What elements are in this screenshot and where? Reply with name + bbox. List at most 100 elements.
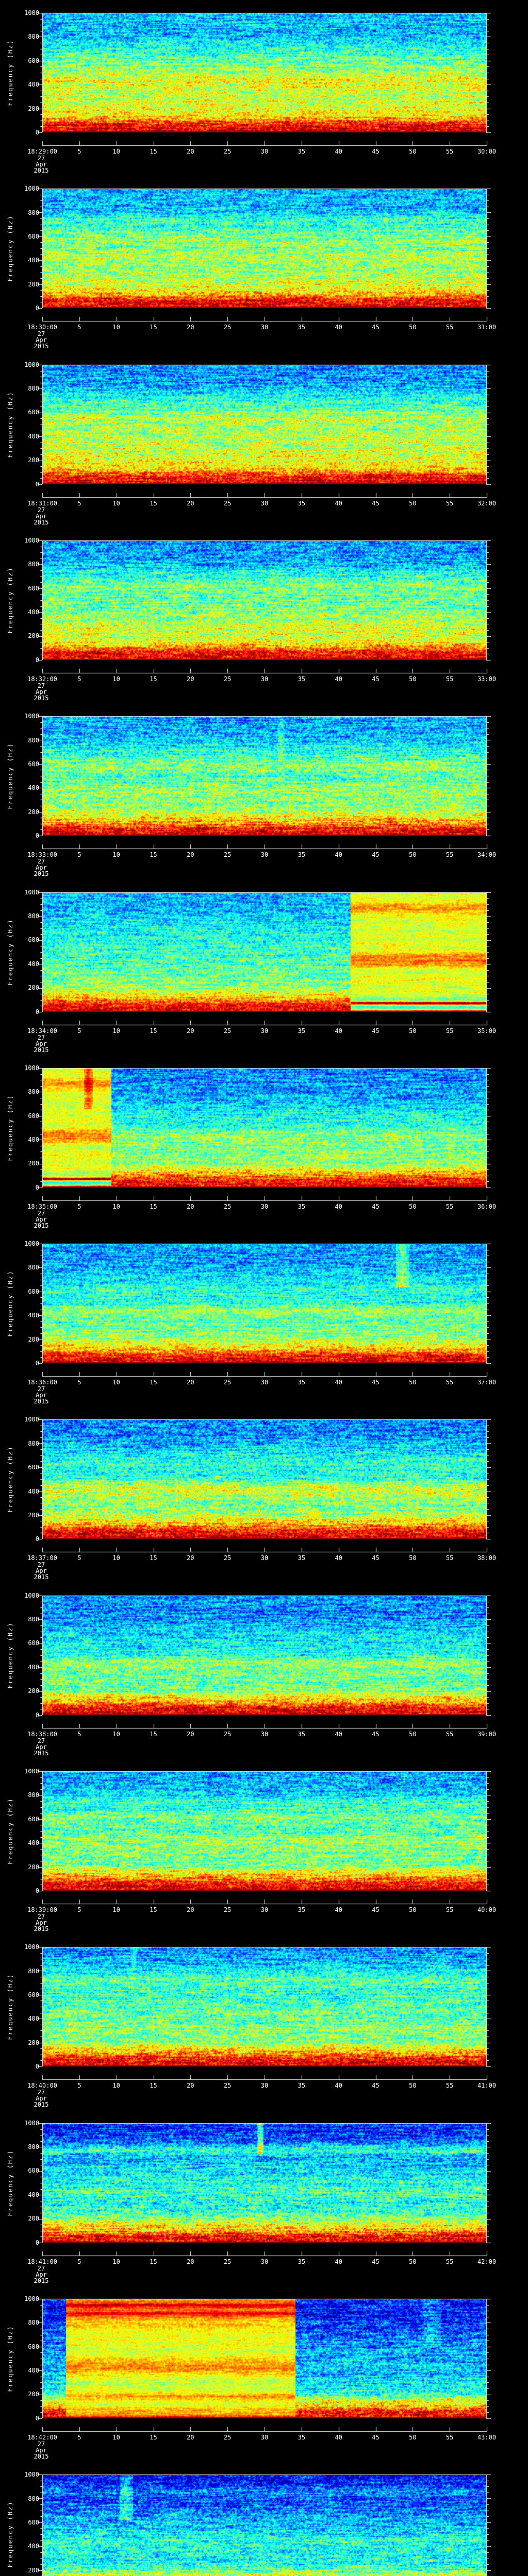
x-start-time-label: 18:29:00 (27, 148, 57, 155)
y-tick-label: 1000 (24, 361, 39, 368)
x-tick-label: 20 (187, 1730, 194, 1738)
x-tick-label: 10 (112, 2258, 120, 2265)
y-tick-label: 200 (28, 1335, 39, 1343)
x-tick-label: 45 (372, 1027, 380, 1035)
x-end-time-label: 37:00 (477, 1379, 497, 1386)
y-axis-title: Frequency (Hz) (7, 39, 14, 106)
date-line: 2015 (34, 1925, 49, 1933)
x-tick-label: 25 (223, 1906, 232, 1913)
y-tick-label: 200 (28, 1863, 39, 1871)
x-tick-label: 25 (223, 2082, 232, 2090)
y-tick-label: 600 (28, 1815, 39, 1823)
date-line: Apr (36, 2095, 47, 2103)
y-tick-label: 800 (28, 384, 39, 392)
x-tick-label: 15 (150, 851, 157, 859)
x-tick-label: 55 (446, 1027, 454, 1035)
x-tick-label: 15 (150, 148, 157, 155)
y-axis-title: Frequency (Hz) (7, 1798, 14, 1865)
y-tick-label: 400 (28, 784, 39, 792)
date-line: 2015 (34, 2101, 49, 2109)
x-tick-label: 25 (223, 324, 232, 331)
y-tick-label: 400 (28, 1136, 39, 1143)
y-tick-label: 200 (28, 2215, 39, 2223)
y-tick-label: 200 (28, 808, 39, 816)
x-tick-label: 45 (372, 499, 380, 507)
x-end-time-label: 34:00 (477, 851, 497, 859)
y-tick-label: 400 (28, 1487, 39, 1495)
y-tick-label: 1000 (24, 9, 39, 16)
y-tick-label: 1000 (24, 2295, 39, 2302)
spectrogram-panel: Frequency (Hz) 0 200 400 600 800 1000 18:29:0… (0, 0, 528, 176)
y-tick-label: 1000 (24, 888, 39, 896)
y-tick-label: 0 (35, 832, 39, 840)
x-tick-label: 50 (409, 148, 417, 155)
x-tick-label: 50 (409, 1027, 417, 1035)
y-tick-label: 0 (35, 1887, 39, 1894)
y-axis-title: Frequency (Hz) (7, 391, 14, 458)
date-line: 27 (37, 2440, 45, 2448)
y-tick-label: 400 (28, 608, 39, 616)
x-tick-label: 55 (446, 2433, 454, 2441)
date-line: 27 (37, 330, 45, 338)
x-tick-label: 40 (335, 2082, 342, 2090)
x-tick-label: 5 (77, 2433, 81, 2441)
date-line: Apr (36, 1567, 47, 1575)
date-line: 27 (37, 1737, 45, 1744)
y-tick-label: 200 (28, 632, 39, 640)
y-tick-label: 800 (28, 1616, 39, 1623)
spectrogram-canvas (0, 2110, 528, 2286)
x-tick-label: 10 (112, 1202, 120, 1210)
date-line: 27 (37, 1209, 45, 1217)
date-line: 27 (37, 2089, 45, 2096)
spectrogram-canvas (0, 351, 528, 528)
x-tick-label: 15 (150, 1202, 157, 1210)
spectrogram-panel: Frequency (Hz) 0 200 400 600 800 1000 18:35:0… (0, 1055, 528, 1231)
x-tick-label: 35 (298, 1027, 306, 1035)
x-tick-label: 50 (409, 499, 417, 507)
x-tick-label: 20 (187, 499, 194, 507)
x-tick-label: 25 (223, 675, 232, 683)
y-tick-label: 1000 (24, 1591, 39, 1599)
date-line: Apr (36, 336, 47, 344)
date-line: 2015 (34, 2277, 49, 2284)
date-line: 27 (37, 506, 45, 514)
spectrogram-panel: Frequency (Hz) 0 200 400 600 800 1000 18:36:0… (0, 1231, 528, 1407)
y-tick-label: 1000 (24, 1240, 39, 1248)
y-tick-label: 800 (28, 1264, 39, 1272)
date-line: 27 (37, 155, 45, 162)
date-line: 2015 (34, 343, 49, 350)
x-tick-label: 20 (187, 148, 194, 155)
date-line: 2015 (34, 694, 49, 702)
x-tick-label: 35 (298, 675, 306, 683)
date-line: 2015 (34, 518, 49, 526)
y-tick-label: 600 (28, 1464, 39, 1471)
y-tick-label: 1000 (24, 536, 39, 544)
spectrogram-panel: Frequency (Hz) 0 200 400 600 800 1000 18:37:0… (0, 1406, 528, 1583)
y-axis-title: Frequency (Hz) (7, 1973, 14, 2040)
x-tick-label: 20 (187, 851, 194, 859)
x-tick-label: 25 (223, 2433, 232, 2441)
x-tick-label: 50 (409, 1379, 417, 1386)
x-tick-label: 50 (409, 2258, 417, 2265)
date-line: Apr (36, 512, 47, 520)
x-tick-label: 5 (77, 1379, 81, 1386)
x-tick-label: 30 (260, 1554, 269, 1562)
x-start-time-label: 18:38:00 (27, 1730, 57, 1738)
x-tick-label: 30 (260, 324, 269, 331)
x-end-time-label: 33:00 (477, 675, 497, 683)
x-tick-label: 15 (150, 1027, 157, 1035)
spectrogram-canvas (0, 0, 528, 176)
y-tick-label: 0 (35, 2063, 39, 2071)
date-line: 2015 (34, 1749, 49, 1757)
x-tick-label: 45 (372, 1906, 380, 1913)
y-tick-label: 1000 (24, 2119, 39, 2127)
x-tick-label: 35 (298, 1730, 306, 1738)
x-tick-label: 20 (187, 1379, 194, 1386)
x-tick-label: 50 (409, 675, 417, 683)
y-tick-label: 400 (28, 1663, 39, 1671)
spectrogram-panel: Frequency (Hz) 0 200 400 600 800 1000 18:34:0… (0, 879, 528, 1055)
y-tick-label: 0 (35, 1711, 39, 1719)
y-tick-label: 400 (28, 2543, 39, 2550)
date-line: Apr (36, 1919, 47, 1926)
x-tick-label: 50 (409, 2433, 417, 2441)
